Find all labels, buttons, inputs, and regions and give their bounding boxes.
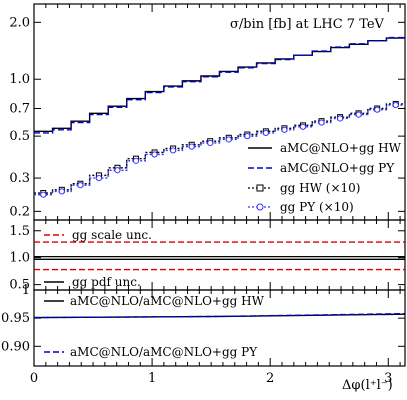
point-3-15 bbox=[318, 119, 325, 126]
point-3-16 bbox=[336, 115, 344, 122]
legend-label-ratio-hw: aMC@NLO/aMC@NLO+gg HW bbox=[70, 294, 265, 308]
point-3-8 bbox=[188, 143, 195, 150]
point-3-9 bbox=[207, 139, 214, 147]
legend-label-pdf: gg pdf unc. bbox=[72, 275, 141, 289]
point-3-17 bbox=[355, 111, 362, 118]
legend-label-ratio-py: aMC@NLO/aMC@NLO+gg PY bbox=[70, 345, 258, 359]
uncertainty-legend: gg scale unc. gg pdf unc. bbox=[44, 228, 152, 289]
point-3-12 bbox=[262, 129, 269, 137]
point-3-13 bbox=[281, 126, 288, 133]
y-tick-label-0-2: 0.5 bbox=[9, 129, 30, 144]
point-3-4 bbox=[114, 167, 121, 174]
point-3-6 bbox=[151, 151, 158, 158]
point-3-10 bbox=[225, 136, 232, 143]
ratio-legend: aMC@NLO/aMC@NLO+gg HW aMC@NLO/aMC@NLO+gg… bbox=[44, 294, 265, 359]
y-tick-label-2-1: 0.95 bbox=[1, 311, 30, 326]
point-3-7 bbox=[170, 147, 177, 154]
series-lines bbox=[33, 36, 406, 319]
point-3-5 bbox=[132, 157, 140, 164]
legend-label-py: aMC@NLO+gg PY bbox=[280, 161, 395, 175]
ratio-line-1 bbox=[33, 312, 406, 319]
y-tick-label-2-2: 1 bbox=[22, 283, 30, 298]
main-legend: aMC@NLO+gg HW aMC@NLO+gg PY gg HW (×10) … bbox=[248, 141, 402, 214]
legend-marker-gg-py bbox=[256, 203, 264, 211]
legend-label-gg-hw: gg HW (×10) bbox=[280, 181, 360, 195]
y-tick-label-2-0: 0.90 bbox=[1, 339, 30, 354]
point-3-18 bbox=[374, 106, 381, 113]
y-tick-label-0-3: 0.7 bbox=[9, 102, 30, 117]
y-tick-label-0-1: 0.3 bbox=[9, 171, 30, 186]
legend-label-gg-py: gg PY (×10) bbox=[280, 200, 354, 214]
point-3-1 bbox=[58, 188, 65, 195]
ratio-panel-frame bbox=[33, 289, 406, 367]
legend-marker-gg-hw bbox=[256, 184, 264, 192]
point-3-3 bbox=[95, 174, 103, 182]
y-tick-label-0-5: 2.0 bbox=[9, 15, 30, 30]
legend-label-scale: gg scale unc. bbox=[72, 228, 152, 242]
point-3-19 bbox=[392, 101, 399, 109]
ticks: 0.2 0.3 0.5 0.7 1.0 2.0 0.5 1.0 1.5 0.90 0.95 1 0 1 2 3 bbox=[1, 4, 405, 386]
x-tick-label-3: 3 bbox=[384, 371, 392, 386]
y-tick-label-1-2: 1.5 bbox=[9, 224, 30, 239]
x-axis-label: Δφ(l⁺l⁻) bbox=[342, 378, 393, 393]
y-tick-label-0-4: 1.0 bbox=[9, 72, 30, 87]
point-3-14 bbox=[299, 123, 307, 130]
x-tick-label-1: 1 bbox=[148, 371, 156, 386]
y-tick-label-1-1: 1.0 bbox=[9, 251, 30, 266]
main-title: σ/bin [fb] at LHC 7 TeV bbox=[230, 17, 385, 32]
x-tick-label-2: 2 bbox=[266, 371, 274, 386]
series-line-1 bbox=[34, 36, 406, 134]
point-3-2 bbox=[77, 182, 84, 189]
point-3-0 bbox=[40, 191, 47, 198]
y-tick-label-0-0: 0.2 bbox=[9, 204, 30, 219]
legend-label-hw: aMC@NLO+gg HW bbox=[280, 141, 402, 155]
y-tick-label-1-0: 0.5 bbox=[9, 278, 30, 293]
x-tick-label-0: 0 bbox=[30, 371, 38, 386]
point-3-11 bbox=[244, 133, 251, 140]
